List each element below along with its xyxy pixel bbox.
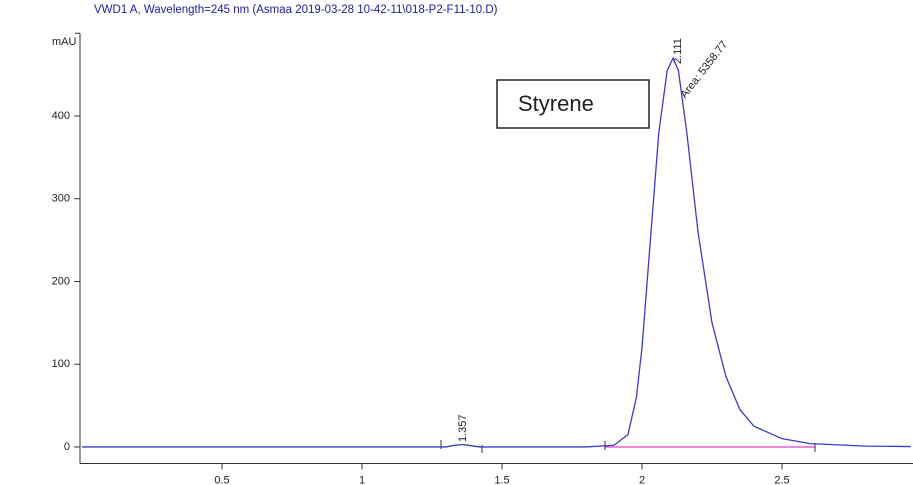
y-tick-label: 0	[64, 441, 70, 453]
area-label: Area: 5358.77	[678, 39, 730, 101]
x-tick-label: 2.5	[774, 474, 789, 485]
peak-label: 1.357	[457, 414, 469, 442]
y-tick-label: 100	[52, 358, 70, 370]
x-tick-label: 1	[359, 474, 365, 485]
x-tick-label: 0.5	[214, 474, 229, 485]
styrene-label: Styrene	[518, 91, 594, 116]
x-tick-label: 1.5	[494, 474, 509, 485]
y-tick-label: 400	[52, 110, 70, 122]
y-axis-label: mAU	[52, 36, 77, 48]
peak-label: 2.111	[672, 38, 684, 64]
label-box	[496, 79, 650, 129]
chart-title: VWD1 A, Wavelength=245 nm (Asmaa 2019-03…	[94, 4, 498, 16]
signal-line	[82, 56, 911, 448]
y-tick-label: 200	[52, 275, 70, 287]
x-tick-label: 2	[639, 474, 645, 485]
y-tick-label: 300	[52, 193, 70, 205]
